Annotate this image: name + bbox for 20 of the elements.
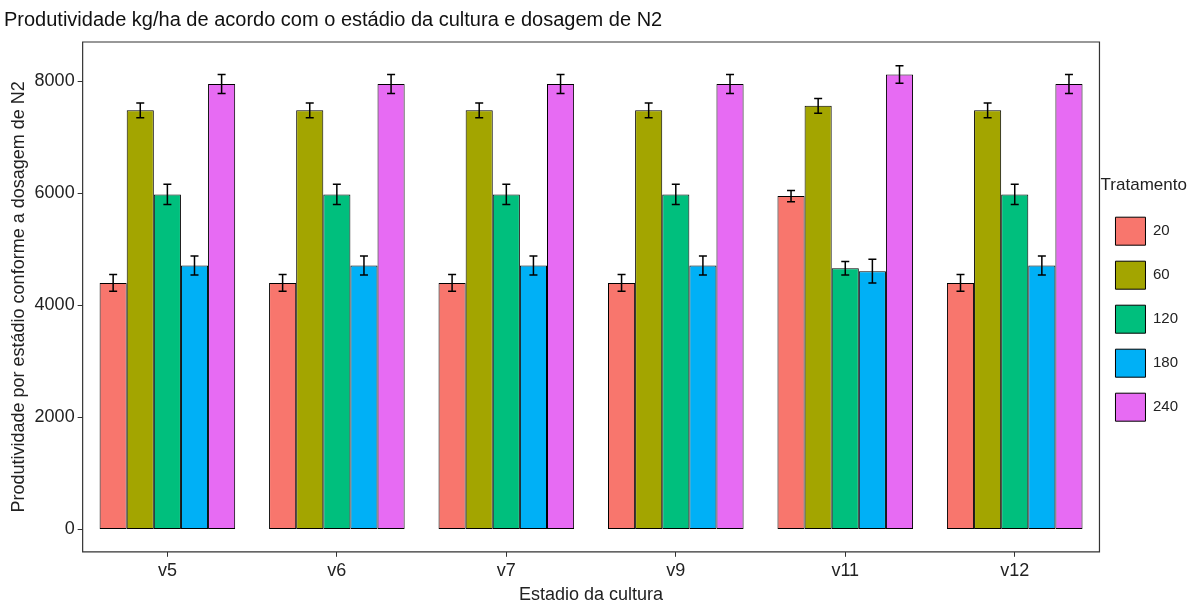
x-tick-label: v7: [496, 559, 516, 580]
x-tick-label: v6: [327, 559, 347, 580]
legend-label: 240: [1152, 397, 1178, 415]
legend-title: Tratamento: [1100, 174, 1187, 194]
y-tick-label: 2000: [34, 406, 75, 427]
x-tick-label: v9: [666, 559, 686, 580]
x-tick-label: v11: [831, 559, 860, 580]
legend-label: 180: [1152, 353, 1178, 371]
chart-title: Produtividade kg/ha de acordo com o estádio da cultura e dosagem de N2: [4, 7, 663, 30]
y-tick-label: 8000: [34, 70, 75, 91]
x-tick-label: v12: [1000, 559, 1030, 580]
legend-label: 120: [1152, 309, 1178, 327]
x-axis-title: Estadio da cultura: [519, 584, 665, 605]
x-tick-label: v5: [157, 559, 177, 580]
y-tick-label: 6000: [34, 182, 75, 203]
legend-label: 20: [1152, 221, 1170, 239]
y-tick-label: 0: [64, 518, 75, 539]
legend-label: 60: [1152, 265, 1170, 283]
y-axis-title: Produtividade por estádio conforme a dosagem de N2: [7, 81, 28, 513]
y-tick-label: 4000: [34, 294, 75, 315]
